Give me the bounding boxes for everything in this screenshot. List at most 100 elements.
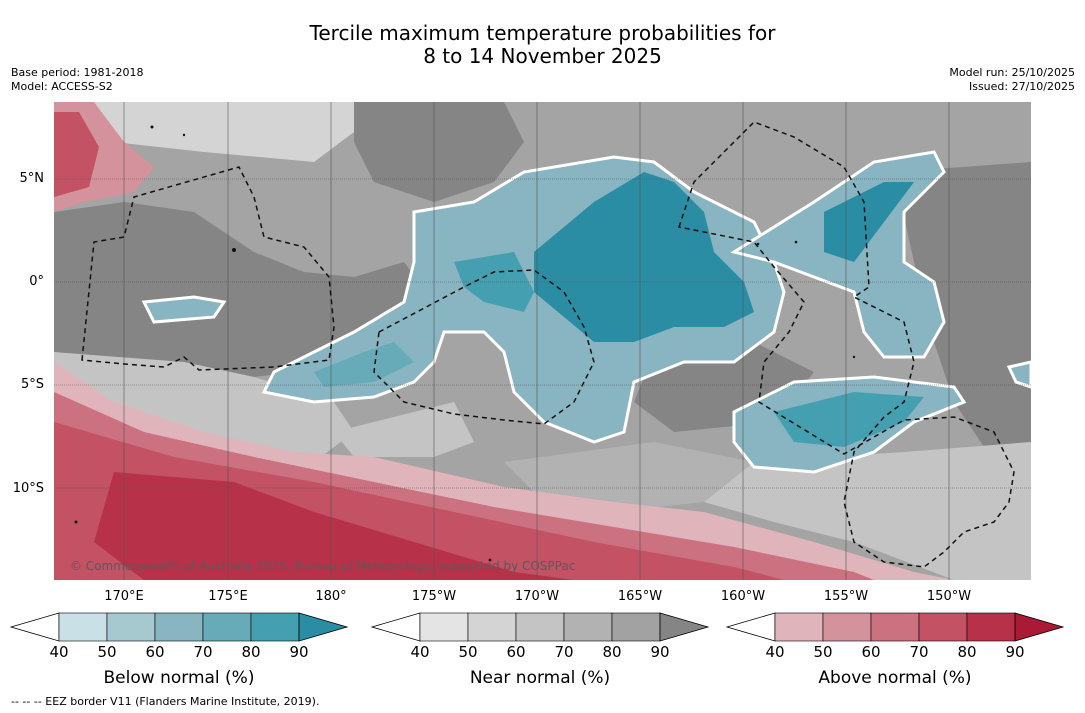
colorbar-segment [563, 612, 613, 642]
below-normal-west-patch [141, 295, 227, 324]
colorbar-under-arrow [10, 612, 60, 642]
title-line-1: Tercile maximum temperature probabilitie… [309, 21, 776, 45]
colorbar-under-arrow [726, 612, 776, 642]
lon-label-170w: 170°W [514, 589, 560, 604]
meta-right: Model run: 25/10/2025 Issued: 27/10/2025 [949, 66, 1075, 94]
above-normal-south-strong [94, 472, 574, 580]
colorbar-tick: 50 [458, 643, 478, 661]
colorbar-segment [966, 612, 1016, 642]
colorbar-below-normal [10, 612, 349, 642]
island [74, 520, 78, 524]
island [852, 355, 856, 359]
below-normal-east-core [824, 182, 914, 262]
colorbar-tick: 60 [145, 643, 165, 661]
eez-border [373, 269, 595, 425]
colorbar-tick: 80 [957, 643, 977, 661]
colorbar-segment [822, 612, 872, 642]
island [150, 125, 154, 129]
colorbar-tick: 40 [410, 643, 430, 661]
colorbar-tick: 50 [813, 643, 833, 661]
island [794, 240, 798, 244]
above-normal-northwest-core [54, 112, 99, 197]
below-normal-east-edge [1006, 360, 1031, 389]
below-normal-southeast-core [774, 392, 924, 447]
colorbar-tick: 80 [241, 643, 261, 661]
near-normal-light-region [334, 402, 474, 457]
model-run: Model run: 25/10/2025 [949, 66, 1075, 79]
colorbar-segment [202, 612, 252, 642]
lat-label-5n: 5°N [19, 171, 45, 186]
lon-label-155w: 155°W [823, 589, 869, 604]
lon-label-175w: 175°W [411, 589, 457, 604]
lat-label-10s: 10°S [12, 481, 44, 496]
colorbar-segment [611, 612, 661, 642]
lon-label-175e: 175°E [208, 589, 248, 604]
colorbar-segment [918, 612, 968, 642]
colorbar-tick: 70 [193, 643, 213, 661]
colorbar-segment [419, 612, 469, 642]
colorbar-under-arrow [371, 612, 421, 642]
model-name: Model: ACCESS-S2 [11, 80, 113, 93]
eez-borders [81, 121, 1015, 568]
colorbar-near-normal [371, 612, 710, 642]
colorbar-segment [58, 612, 108, 642]
colorbar-above-normal [726, 612, 1065, 642]
below-normal-cores [314, 172, 924, 447]
colorbar-label-near: Near normal (%) [469, 668, 611, 688]
lon-label-160w: 160°W [720, 589, 766, 604]
chart-title: Tercile maximum temperature probabilitie… [0, 22, 1085, 68]
colorbar-tick: 40 [765, 643, 785, 661]
islands [74, 125, 856, 562]
near-normal-dark-region [354, 102, 524, 202]
probability-map [54, 102, 1031, 580]
colorbar-over-arrow [1014, 612, 1065, 642]
colorbar-over-arrow [659, 612, 710, 642]
colorbar-segment [106, 612, 156, 642]
eez-legend: -- -- -- EEZ border V11 (Flanders Marine… [11, 695, 320, 708]
colorbar-tick: 40 [49, 643, 69, 661]
near-normal-dark-region [954, 392, 1031, 447]
colorbar-segment [774, 612, 824, 642]
below-normal-west-core [314, 342, 414, 387]
above-normal-regions [54, 102, 954, 580]
island [182, 133, 186, 137]
colorbar-segment [467, 612, 517, 642]
island [232, 248, 236, 252]
colorbar-label-above: Above normal (%) [818, 668, 972, 688]
colorbar-tick: 80 [602, 643, 622, 661]
island [488, 558, 492, 562]
colorbar-tick: 90 [650, 643, 670, 661]
base-period: Base period: 1981-2018 [11, 66, 144, 79]
island [756, 242, 760, 246]
colorbar-segment [250, 612, 300, 642]
colorbar-label-below: Below normal (%) [103, 668, 255, 688]
colorbar-tick: 70 [554, 643, 574, 661]
near-normal-dark-region [54, 202, 434, 377]
copyright-notice: © Commonwealth of Australia 2025, Bureau… [70, 559, 576, 573]
below-normal-central-core [534, 172, 754, 342]
near-normal-light-region [504, 442, 754, 512]
lon-label-150w: 150°W [926, 589, 972, 604]
lon-label-180: 180° [315, 589, 347, 604]
title-line-2: 8 to 14 November 2025 [423, 44, 662, 68]
lat-label-5s: 5°S [20, 377, 44, 392]
lon-label-170e: 170°E [104, 589, 144, 604]
lat-label-0: 0° [29, 274, 44, 289]
colorbar-tick: 90 [1005, 643, 1025, 661]
colorbar-over-arrow [298, 612, 349, 642]
graticule [54, 102, 1031, 580]
eez-border [678, 121, 1015, 568]
colorbar-segment [154, 612, 204, 642]
colorbar-tick: 90 [289, 643, 309, 661]
near-normal-light-region [84, 102, 354, 162]
colorbar-segment [515, 612, 565, 642]
eez-border [81, 166, 335, 371]
issued-date: Issued: 27/10/2025 [968, 80, 1075, 93]
meta-left: Base period: 1981-2018 Model: ACCESS-S2 [11, 66, 143, 94]
lon-label-165w: 165°W [617, 589, 663, 604]
near-normal-light-region [54, 352, 354, 462]
colorbar-tick: 70 [909, 643, 929, 661]
colorbar-tick: 60 [861, 643, 881, 661]
colorbar-tick: 60 [506, 643, 526, 661]
colorbar-segment [870, 612, 920, 642]
